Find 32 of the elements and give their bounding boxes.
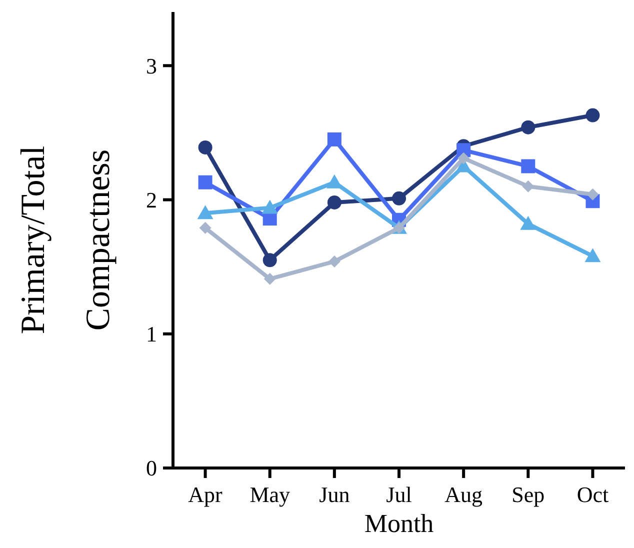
point	[522, 180, 534, 192]
x-tick-label: May	[250, 482, 290, 507]
point	[584, 248, 601, 262]
point	[392, 191, 406, 206]
y-tick-label: 0	[146, 456, 157, 481]
point	[198, 140, 212, 154]
point	[520, 216, 536, 230]
y-axis-title: Primary/Total Compactness	[15, 146, 117, 334]
point	[327, 195, 342, 210]
y-tick-label: 2	[146, 187, 157, 212]
point	[458, 152, 470, 164]
y-tick-label: 1	[146, 322, 157, 347]
x-tick-label: Jul	[386, 482, 412, 507]
point	[262, 253, 277, 268]
point	[521, 120, 536, 134]
point	[264, 272, 276, 285]
x-tick-label: Jun	[319, 482, 350, 507]
x-tick-label: Apr	[188, 482, 224, 507]
point	[586, 108, 600, 122]
point	[327, 132, 342, 146]
point	[262, 200, 278, 214]
point	[198, 175, 212, 190]
y-tick-label: 3	[146, 53, 157, 78]
point	[199, 222, 212, 234]
point	[328, 255, 340, 268]
x-tick-label: Sep	[512, 482, 545, 507]
x-tick-label: Oct	[576, 482, 609, 507]
x-axis-title: Month	[364, 509, 434, 538]
point	[197, 205, 214, 220]
x-tick-label: Aug	[444, 482, 483, 507]
point	[521, 159, 536, 174]
point	[586, 188, 599, 200]
